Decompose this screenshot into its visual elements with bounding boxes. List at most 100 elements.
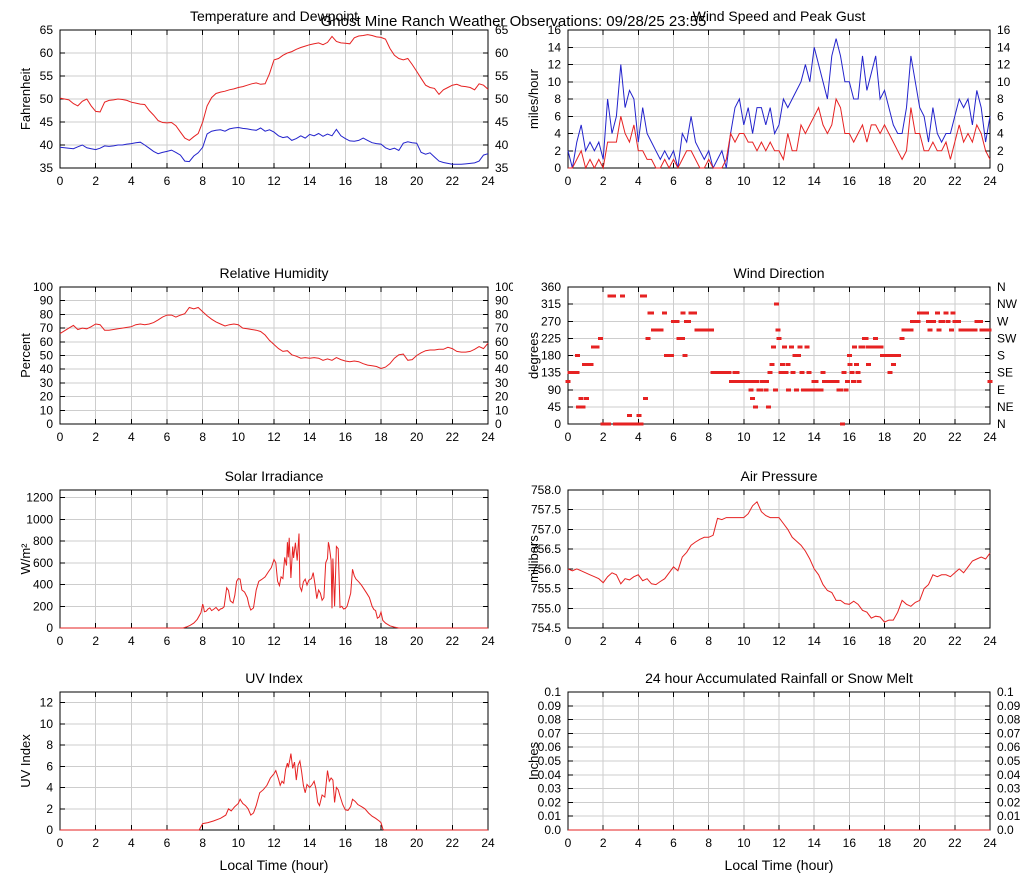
x-tick-label: 24 bbox=[481, 430, 495, 444]
y-tick-label: 0.0 bbox=[544, 823, 561, 837]
y-tick-label-right: N bbox=[997, 417, 1006, 431]
y-tick-label: 0.1 bbox=[544, 685, 561, 699]
chart-title: Solar Irradiance bbox=[225, 468, 324, 484]
y-tick-label: 180 bbox=[541, 349, 561, 363]
x-axis-label: Local Time (hour) bbox=[220, 857, 329, 873]
x-tick-label: 0 bbox=[57, 430, 64, 444]
y-tick-label: 360 bbox=[541, 280, 561, 294]
x-tick-label: 4 bbox=[128, 836, 135, 850]
relative-humidity-chart: 0 2 4 6 8 10 12 14 16 18 20 22 24 0 10 20 30 40 50 60 70 80 90… bbox=[0, 257, 513, 460]
pressure-line bbox=[567, 500, 991, 623]
x-tick-label: 10 bbox=[232, 836, 246, 850]
x-tick-label: 24 bbox=[983, 430, 997, 444]
y-axis-label: Percent bbox=[18, 333, 33, 378]
x-tick-label: 10 bbox=[232, 174, 246, 188]
x-tick-label: 12 bbox=[772, 430, 786, 444]
chart-title: Relative Humidity bbox=[220, 265, 329, 281]
y-tick-label-right: 90 bbox=[495, 294, 509, 308]
y-tick-label: 756.0 bbox=[531, 562, 561, 576]
y-tick-label: 10 bbox=[548, 75, 562, 89]
chart-title: Temperature and Dewpoint bbox=[190, 8, 358, 24]
y-tick-label-right: 8 bbox=[997, 92, 1004, 106]
y-tick-label: 1000 bbox=[26, 512, 53, 526]
x-tick-label: 16 bbox=[339, 836, 353, 850]
rainfall-chart: 0 2 4 6 8 10 12 14 16 18 20 22 24 0.0 0.01 0.02 0.03 0.04… bbox=[513, 662, 1027, 878]
x-tick-label: 8 bbox=[199, 174, 206, 188]
x-tick-label: 8 bbox=[199, 836, 206, 850]
y-tick-label-right: 0.1 bbox=[997, 685, 1014, 699]
y-tick-label: 400 bbox=[33, 578, 53, 592]
y-tick-label-right: 0.02 bbox=[997, 795, 1021, 809]
y-tick-label: 45 bbox=[40, 115, 54, 129]
x-tick-label: 24 bbox=[481, 836, 495, 850]
chart-title: Wind Speed and Peak Gust bbox=[693, 8, 866, 24]
x-tick-label: 16 bbox=[339, 430, 353, 444]
x-tick-label: 16 bbox=[843, 430, 857, 444]
y-tick-label-right: 65 bbox=[495, 23, 509, 37]
y-tick-label: 12 bbox=[548, 58, 562, 72]
y-tick-label-right: NE bbox=[997, 400, 1014, 414]
y-tick-label-right: 16 bbox=[997, 23, 1011, 37]
x-tick-label: 16 bbox=[843, 836, 857, 850]
y-axis-label: miles/hour bbox=[526, 68, 541, 129]
y-axis-label: Inches bbox=[526, 741, 541, 780]
y-tick-label: 60 bbox=[40, 335, 54, 349]
x-tick-label: 14 bbox=[807, 836, 821, 850]
y-tick-label-right: 10 bbox=[997, 75, 1011, 89]
x-tick-label: 6 bbox=[670, 430, 677, 444]
y-tick-label-right: NW bbox=[997, 297, 1018, 311]
chart-title: UV Index bbox=[245, 670, 303, 686]
y-tick-label-right: 100 bbox=[495, 280, 513, 294]
y-tick-label: 90 bbox=[548, 383, 562, 397]
x-tick-label: 4 bbox=[128, 430, 135, 444]
x-tick-label: 12 bbox=[267, 430, 281, 444]
y-tick-label: 758.0 bbox=[531, 483, 561, 497]
x-tick-label: 6 bbox=[670, 634, 677, 648]
y-tick-label: 757.5 bbox=[531, 503, 561, 517]
y-tick-label-right: 0 bbox=[997, 161, 1004, 175]
x-tick-label: 22 bbox=[948, 836, 962, 850]
relative-humidity-svg: 0 2 4 6 8 10 12 14 16 18 20 22 240102030405060708090… bbox=[18, 265, 513, 444]
x-tick-label: 10 bbox=[737, 634, 751, 648]
y-tick-label: 0.03 bbox=[538, 782, 562, 796]
x-tick-label: 20 bbox=[913, 634, 927, 648]
temperature-line bbox=[59, 34, 489, 141]
x-tick-label: 8 bbox=[705, 836, 712, 850]
x-tick-label: 20 bbox=[410, 430, 424, 444]
rainfall-svg: 0 2 4 6 8 10 12 14 16 18 20 22 240.00.010.020.030.04… bbox=[526, 670, 1021, 873]
y-tick-label: 0.07 bbox=[538, 726, 562, 740]
x-tick-label: 16 bbox=[843, 634, 857, 648]
y-tick-label: 0.05 bbox=[538, 754, 562, 768]
x-tick-label: 4 bbox=[635, 174, 642, 188]
x-tick-label: 20 bbox=[913, 836, 927, 850]
y-tick-label-right: 0.01 bbox=[997, 809, 1021, 823]
x-tick-label: 22 bbox=[948, 634, 962, 648]
air-pressure-svg: 0 2 4 6 8 10 12 14 16 18 20 22 24754.5755.0755.5756.… bbox=[526, 468, 997, 648]
x-tick-label: 24 bbox=[481, 634, 495, 648]
x-tick-label: 2 bbox=[600, 634, 607, 648]
wind-direction-chart: 0 2 4 6 8 10 12 14 16 18 20 22 24 0 45 90 135 180 225 270 31… bbox=[513, 257, 1027, 460]
x-tick-label: 0 bbox=[57, 174, 64, 188]
x-tick-label: 4 bbox=[635, 836, 642, 850]
y-tick-label: 55 bbox=[40, 69, 54, 83]
y-tick-label-right: 14 bbox=[997, 40, 1011, 54]
y-tick-label-right: 0.06 bbox=[997, 740, 1021, 754]
x-tick-label: 0 bbox=[565, 430, 572, 444]
x-tick-label: 22 bbox=[446, 634, 460, 648]
x-tick-label: 0 bbox=[57, 836, 64, 850]
y-tick-label: 270 bbox=[541, 314, 561, 328]
x-tick-label: 2 bbox=[600, 174, 607, 188]
y-tick-label: 6 bbox=[46, 759, 53, 773]
x-tick-label: 16 bbox=[843, 174, 857, 188]
wind-speed-gust-chart: 0 2 4 6 8 10 12 14 16 18 20 22 24 0 2 4 6 8 10 12 14 16 0 2 4 6 8 1… bbox=[513, 0, 1027, 202]
y-tick-label-right: 0.04 bbox=[997, 768, 1021, 782]
y-axis-label: W/m² bbox=[18, 543, 33, 575]
y-tick-label: 35 bbox=[40, 161, 54, 175]
y-tick-label: 70 bbox=[40, 321, 54, 335]
x-tick-label: 12 bbox=[772, 174, 786, 188]
y-tick-label: 600 bbox=[33, 556, 53, 570]
y-tick-label: 0 bbox=[46, 621, 53, 635]
y-tick-label: 0.01 bbox=[538, 809, 562, 823]
x-tick-label: 0 bbox=[565, 836, 572, 850]
